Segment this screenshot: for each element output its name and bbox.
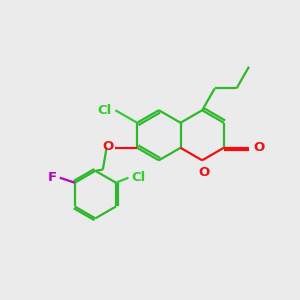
- Text: O: O: [253, 141, 265, 154]
- Text: Cl: Cl: [98, 104, 112, 117]
- Text: Cl: Cl: [131, 171, 146, 184]
- Text: O: O: [198, 166, 209, 179]
- Text: F: F: [48, 171, 57, 184]
- Text: O: O: [103, 140, 114, 153]
